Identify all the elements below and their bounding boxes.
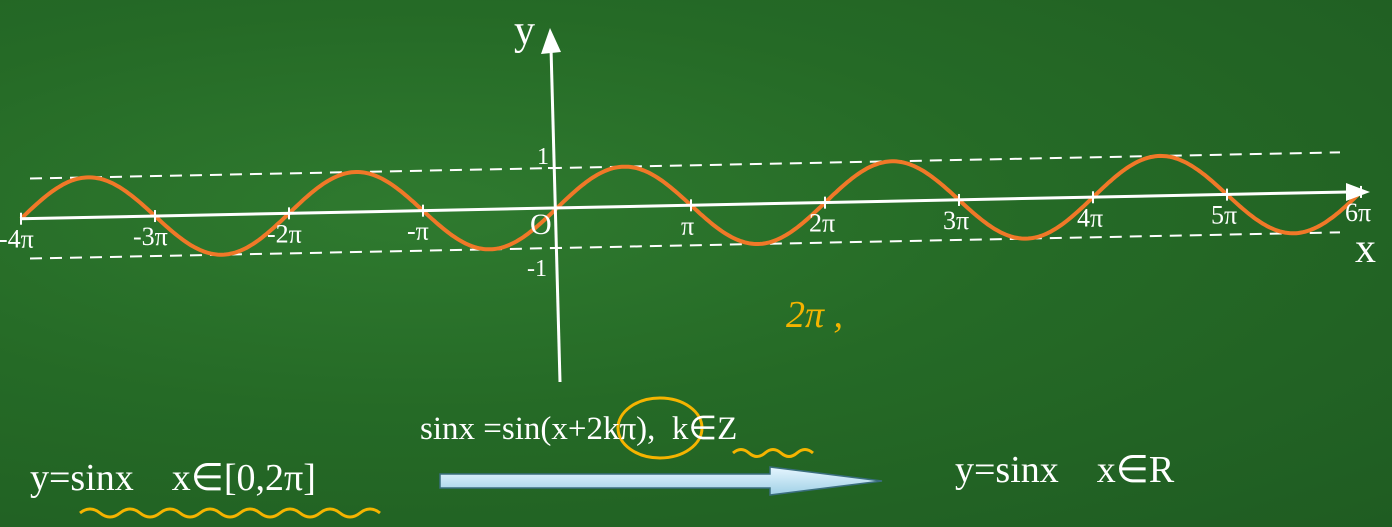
formula-identity: sinx =sin(x+2kπ),: [420, 411, 656, 447]
highlight-circle-2kpi: [616, 396, 704, 460]
origin-label: O: [530, 208, 552, 241]
formula-left: y=sinx x∈[0,2π]: [30, 455, 316, 500]
x-axis: [19, 190, 1349, 221]
x-tick-label: -4π: [0, 225, 34, 254]
dashed-line-y1: [29, 151, 1341, 180]
x-axis-arrow-icon: [1346, 182, 1370, 201]
wavy-underline-left-formula: [79, 507, 381, 519]
x-tick-label: 6π: [1345, 198, 1371, 227]
formula-periodicity: sinx =sin(x+2kπ), k∈Z: [420, 408, 737, 448]
x-tick-label: 3π: [943, 206, 969, 235]
formula-left-function: y=sinx: [30, 457, 134, 499]
formula-right-domain: x∈R: [1096, 449, 1175, 491]
formula-condition: k∈Z: [671, 411, 738, 447]
x-tick-label: 5π: [1211, 201, 1237, 230]
wavy-underline-kez: [732, 448, 814, 458]
x-tick-label: -2π: [267, 219, 302, 248]
x-tick-marks: [20, 185, 1362, 225]
formula-right-function: y=sinx: [955, 449, 1059, 491]
x-tick-label: π: [681, 211, 694, 240]
y-axis: [549, 47, 562, 383]
x-tick-label: 2π: [809, 209, 835, 238]
y-axis-arrow-icon: [541, 28, 561, 54]
x-tick-label: 4π: [1077, 203, 1103, 232]
formula-left-domain: x∈[0,2π]: [171, 457, 316, 499]
x-tick-label: -3π: [133, 222, 168, 251]
formula-right: y=sinx x∈R: [955, 447, 1174, 492]
x-tick-label: -π: [407, 217, 429, 246]
y-tick-label-minus-1: -1: [527, 256, 547, 282]
handwritten-2pi-annotation: 2π ,: [786, 294, 843, 336]
dashed-line-y-1: [29, 231, 1341, 260]
y-tick-label-1: 1: [537, 144, 549, 170]
y-axis-label: y: [514, 8, 535, 54]
x-axis-label: x: [1355, 226, 1376, 272]
x-tick-labels: -4π -3π -2π -π π 2π 3π 4π 5π 6π: [0, 198, 1371, 254]
transform-arrow-icon: [439, 466, 883, 496]
